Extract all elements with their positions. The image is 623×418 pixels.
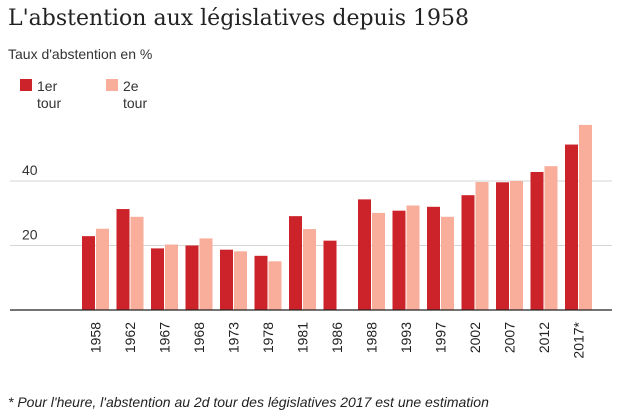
x-tick-label-2012: 2012 <box>536 322 552 353</box>
bar-first-round-2012 <box>530 171 544 310</box>
x-tick-label-1986: 1986 <box>329 322 345 353</box>
bar-first-round-2017 <box>565 144 578 310</box>
x-tick-label-1967: 1967 <box>157 322 173 353</box>
bar-first-round-1978 <box>254 255 268 310</box>
bar-first-round-1967 <box>151 248 164 310</box>
bar-second-round-1962 <box>130 216 144 310</box>
x-tick-label-1981: 1981 <box>295 322 311 353</box>
bar-second-round-2012 <box>544 166 558 310</box>
y-tick-label-20: 20 <box>22 227 38 243</box>
bar-first-round-1993 <box>392 210 406 310</box>
bar-second-round-2002 <box>475 181 489 310</box>
chart-title: L'abstention aux législatives depuis 195… <box>8 6 470 31</box>
bar-second-round-1978 <box>268 261 282 310</box>
x-tick-label-2002: 2002 <box>467 322 483 353</box>
bar-second-round-1958 <box>96 228 109 310</box>
y-tick-label-40: 40 <box>22 162 38 178</box>
x-tick-label-1988: 1988 <box>364 322 380 353</box>
x-tick-label-2007: 2007 <box>502 322 518 353</box>
x-tick-label-1973: 1973 <box>226 322 242 353</box>
x-tick-label-2017: 2017* <box>571 321 587 358</box>
bar-first-round-1968 <box>185 245 199 310</box>
bar-second-round-1997 <box>441 216 454 310</box>
bar-first-round-1997 <box>427 206 440 310</box>
bar-second-round-1968 <box>199 238 213 310</box>
bar-first-round-1958 <box>82 236 95 310</box>
legend-label-second-round: 2e tour <box>123 78 148 111</box>
bar-first-round-2007 <box>496 182 509 310</box>
bar-second-round-1981 <box>303 229 316 310</box>
bar-second-round-1973 <box>234 251 247 310</box>
x-tick-label-1958: 1958 <box>88 322 104 353</box>
bar-first-round-1962 <box>116 209 130 310</box>
bar-second-round-1967 <box>165 244 178 310</box>
bar-first-round-1981 <box>289 216 302 310</box>
x-tick-label-1962: 1962 <box>122 322 138 353</box>
legend-label-first-round: 1er tour <box>37 78 62 111</box>
bar-second-round-2017 <box>579 124 592 310</box>
footnote: * Pour l'heure, l'abstention au 2d tour … <box>8 394 489 410</box>
bar-second-round-1993 <box>406 205 420 310</box>
bar-first-round-1973 <box>220 249 233 310</box>
x-tick-label-1978: 1978 <box>260 322 276 353</box>
x-tick-label-1993: 1993 <box>398 322 414 353</box>
x-tick-label-1968: 1968 <box>191 322 207 353</box>
bar-first-round-2002 <box>461 195 475 310</box>
bar-first-round-1986 <box>323 240 337 310</box>
legend-swatch-second-round <box>106 79 118 91</box>
legend-swatch-first-round <box>20 79 32 91</box>
bar-second-round-2007 <box>510 181 523 310</box>
bar-second-round-1988 <box>372 212 385 310</box>
x-tick-label-1997: 1997 <box>433 322 449 353</box>
chart-subtitle: Taux d'abstention en % <box>8 46 153 62</box>
bar-first-round-1988 <box>358 199 371 310</box>
